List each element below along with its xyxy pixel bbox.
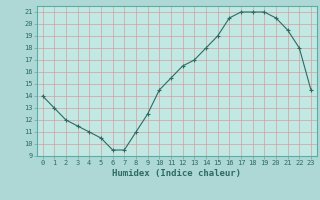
X-axis label: Humidex (Indice chaleur): Humidex (Indice chaleur)	[112, 169, 241, 178]
